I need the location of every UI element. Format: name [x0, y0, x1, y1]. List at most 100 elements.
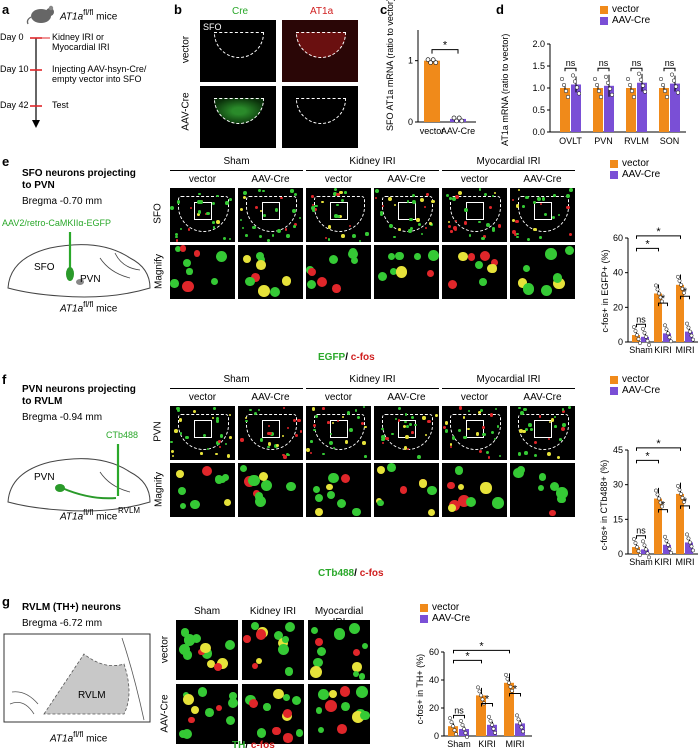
- y-tick-label: 20: [613, 302, 623, 312]
- significance-label: *: [645, 238, 650, 250]
- panel-e-virus: AAV2/retro-CaMKIIα-EGFP: [2, 218, 112, 228]
- cell-marker: [409, 226, 414, 231]
- cell-marker: [311, 205, 316, 210]
- data-point: [454, 732, 458, 737]
- row-label-overview: SFO: [152, 203, 164, 224]
- panel-e-brain-sfo: SFO: [34, 262, 55, 273]
- data-point: [689, 333, 694, 338]
- cell-marker: [381, 427, 384, 431]
- cell-marker: [356, 415, 360, 419]
- cell-marker: [252, 662, 259, 669]
- cell-marker: [359, 239, 362, 242]
- data-point: [676, 274, 680, 279]
- data-point: [676, 483, 680, 488]
- cell-marker: [312, 209, 315, 212]
- cell-marker: [179, 227, 183, 231]
- cell-marker: [528, 423, 532, 427]
- panel-d-ylabel: AT1a mRNA (ratio to vector): [500, 33, 510, 146]
- panel-e-stain: EGFP/ c-fos: [318, 352, 375, 363]
- cell-marker: [533, 453, 537, 457]
- cell-marker: [360, 710, 370, 721]
- cell-marker: [211, 202, 215, 206]
- cell-marker: [267, 446, 270, 449]
- cell-marker: [569, 188, 573, 193]
- cell-marker: [549, 509, 556, 517]
- cell-marker: [480, 236, 485, 241]
- data-point: [603, 74, 609, 79]
- cell-marker: [491, 227, 495, 230]
- cell-marker: [482, 432, 486, 437]
- cell-marker: [224, 498, 232, 506]
- panel-c-ylabel: SFO AT1a mRNA (ratio to vector): [385, 0, 395, 131]
- bar: [632, 335, 640, 342]
- cell-marker: [397, 419, 400, 422]
- condition-label: vector: [188, 392, 217, 403]
- bar: [487, 724, 497, 736]
- panel-f-brain-pvn: PVN: [34, 472, 55, 483]
- cell-marker: [481, 426, 485, 430]
- panel-e-chart: 0 20 40 60 Sham KIRI MIRI ns * * * *: [613, 226, 698, 355]
- cell-marker: [174, 235, 178, 239]
- bar: [654, 498, 662, 554]
- panel-f-tracer: CTb488: [106, 430, 139, 440]
- data-point: [647, 555, 651, 560]
- significance-label: ns: [599, 58, 609, 68]
- group-underline: [306, 388, 439, 389]
- data-point: [685, 321, 689, 326]
- data-point: [669, 339, 673, 344]
- significance-bracket: [630, 67, 643, 72]
- data-point: [570, 73, 576, 78]
- cell-marker: [176, 470, 184, 479]
- panel-g-image: [176, 620, 238, 680]
- panel-g-image: [308, 684, 370, 744]
- data-point: [633, 329, 638, 334]
- cell-marker: [376, 466, 385, 474]
- data-point: [682, 499, 686, 504]
- data-point: [680, 495, 685, 500]
- cell-marker: [179, 245, 187, 252]
- cell-marker: [309, 451, 312, 454]
- significance-bracket: [481, 703, 493, 707]
- data-point: [516, 717, 521, 722]
- cell-marker: [314, 493, 323, 502]
- cell-marker: [412, 200, 416, 205]
- cell-marker: [340, 473, 350, 483]
- data-point: [451, 115, 457, 121]
- cell-marker: [256, 727, 267, 738]
- data-point: [459, 118, 465, 124]
- cell-marker: [258, 234, 263, 239]
- cell-marker: [228, 413, 232, 417]
- cell-marker: [286, 427, 289, 430]
- x-tick-label: Sham: [447, 739, 471, 749]
- cell-marker: [447, 481, 456, 490]
- cell-marker: [215, 251, 227, 263]
- cell-marker: [558, 213, 561, 216]
- significance-bracket: [453, 659, 482, 664]
- data-point: [574, 85, 580, 90]
- cell-marker: [553, 416, 556, 419]
- cell-marker: [379, 213, 383, 217]
- data-point: [671, 78, 677, 83]
- data-point: [677, 278, 682, 283]
- cell-marker: [533, 227, 538, 232]
- cell-marker: [493, 438, 497, 441]
- bar: [685, 331, 693, 342]
- bar: [560, 88, 570, 132]
- data-point: [654, 283, 658, 288]
- data-point: [688, 540, 692, 545]
- bar: [654, 293, 662, 342]
- panel-e-magnified-image: [374, 245, 439, 299]
- data-point: [430, 57, 436, 62]
- x-tick-label: Sham: [629, 345, 653, 355]
- data-point: [576, 91, 582, 96]
- cell-marker: [205, 211, 210, 216]
- y-tick-label: 15: [613, 514, 623, 524]
- data-point: [477, 689, 482, 694]
- panel-f-ylabel: c-fos+ in CTb488+ (%): [599, 459, 609, 551]
- cell-marker: [341, 234, 345, 238]
- data-point: [677, 487, 682, 492]
- group-label: Myocardial IRI: [476, 374, 541, 385]
- cell-marker: [341, 198, 345, 202]
- cell-marker: [188, 716, 196, 724]
- cell-marker: [170, 441, 173, 444]
